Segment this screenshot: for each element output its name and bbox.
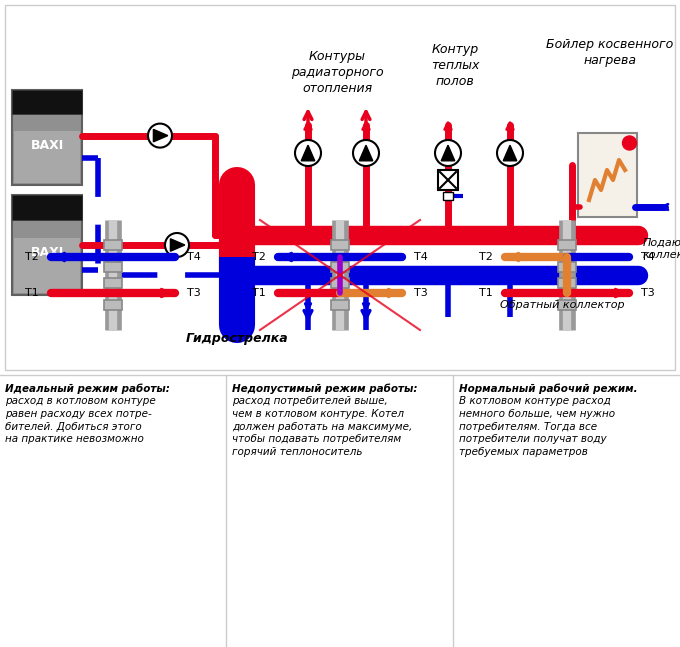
Circle shape — [165, 233, 189, 257]
FancyBboxPatch shape — [5, 5, 675, 370]
Text: Обратный коллектор: Обратный коллектор — [500, 300, 625, 310]
Circle shape — [148, 124, 172, 148]
Text: T3: T3 — [414, 288, 428, 298]
Text: BAXI: BAXI — [31, 247, 64, 259]
Text: T1: T1 — [25, 288, 39, 298]
Text: T3: T3 — [641, 288, 655, 298]
FancyBboxPatch shape — [12, 195, 82, 220]
Polygon shape — [171, 239, 185, 251]
Text: В котловом контуре расход
немного больше, чем нужно
потребителям. Тогда все
потр: В котловом контуре расход немного больше… — [459, 396, 615, 457]
FancyBboxPatch shape — [558, 240, 576, 250]
Circle shape — [435, 140, 461, 166]
Text: T2: T2 — [479, 252, 493, 262]
Polygon shape — [503, 145, 517, 161]
Text: Контур
теплых
полов: Контур теплых полов — [431, 43, 479, 88]
FancyBboxPatch shape — [331, 262, 349, 272]
Text: Недопустимый режим работы:: Недопустимый режим работы: — [232, 383, 418, 393]
Text: Идеальный режим работы:: Идеальный режим работы: — [5, 383, 170, 393]
FancyBboxPatch shape — [577, 133, 636, 217]
Polygon shape — [359, 145, 373, 161]
Text: расход потребителей выше,
чем в котловом контуре. Котел
должен работать на макси: расход потребителей выше, чем в котловом… — [232, 396, 412, 457]
FancyBboxPatch shape — [104, 278, 122, 288]
FancyBboxPatch shape — [12, 90, 82, 185]
Text: Гидрострелка: Гидрострелка — [186, 332, 288, 345]
Text: BAXI: BAXI — [31, 138, 64, 151]
FancyBboxPatch shape — [14, 131, 80, 183]
FancyBboxPatch shape — [104, 300, 122, 310]
FancyBboxPatch shape — [12, 90, 82, 114]
FancyBboxPatch shape — [14, 238, 80, 293]
FancyBboxPatch shape — [104, 262, 122, 272]
FancyBboxPatch shape — [558, 278, 576, 288]
Circle shape — [497, 140, 523, 166]
FancyBboxPatch shape — [443, 192, 453, 200]
Text: T4: T4 — [641, 252, 655, 262]
Text: T3: T3 — [187, 288, 201, 298]
Text: T1: T1 — [479, 288, 493, 298]
Text: расход в котловом контуре
равен расходу всех потре-
бителей. Добиться этого
на п: расход в котловом контуре равен расходу … — [5, 396, 156, 444]
FancyBboxPatch shape — [104, 240, 122, 250]
Text: Подающий
коллектор: Подающий коллектор — [643, 238, 680, 259]
Circle shape — [353, 140, 379, 166]
Polygon shape — [154, 129, 168, 142]
Text: T1: T1 — [252, 288, 266, 298]
Text: Контуры
радиаторного
отопления: Контуры радиаторного отопления — [290, 50, 384, 95]
FancyBboxPatch shape — [331, 240, 349, 250]
FancyBboxPatch shape — [558, 262, 576, 272]
FancyBboxPatch shape — [558, 300, 576, 310]
Text: T4: T4 — [187, 252, 201, 262]
Polygon shape — [441, 145, 455, 161]
Text: T2: T2 — [252, 252, 266, 262]
FancyBboxPatch shape — [12, 195, 82, 295]
Circle shape — [295, 140, 321, 166]
FancyBboxPatch shape — [331, 278, 349, 288]
Text: Нормальный рабочий режим.: Нормальный рабочий режим. — [459, 383, 638, 393]
Polygon shape — [301, 145, 315, 161]
Text: Бойлер косвенного
нагрева: Бойлер косвенного нагрева — [546, 38, 674, 67]
FancyBboxPatch shape — [438, 170, 458, 190]
FancyBboxPatch shape — [331, 300, 349, 310]
Text: T2: T2 — [25, 252, 39, 262]
Text: T4: T4 — [414, 252, 428, 262]
Circle shape — [622, 136, 636, 150]
